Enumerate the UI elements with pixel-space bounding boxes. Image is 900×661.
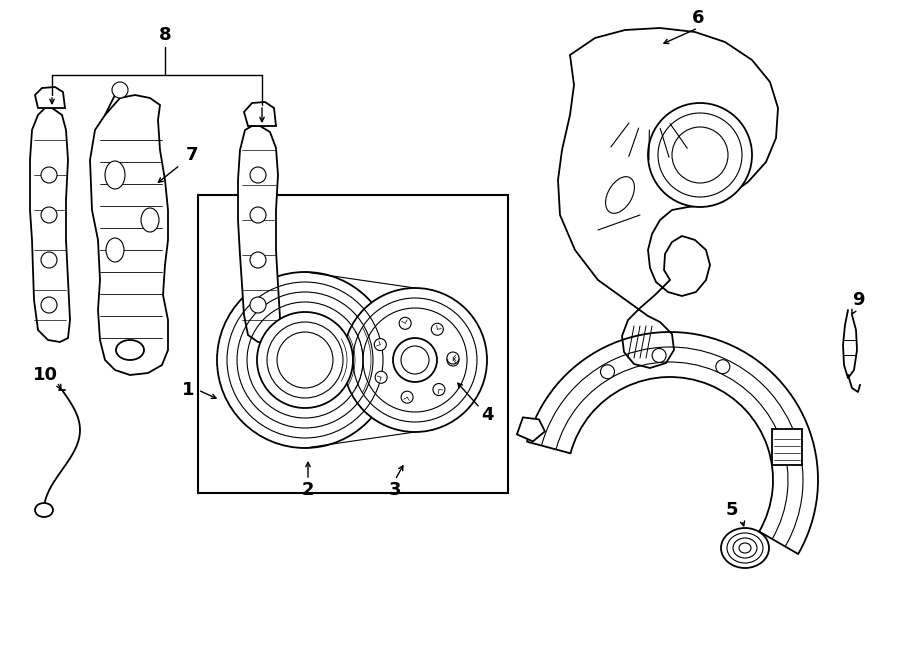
Text: 3: 3 bbox=[389, 481, 401, 499]
Text: 1: 1 bbox=[182, 381, 194, 399]
Ellipse shape bbox=[343, 288, 487, 432]
Polygon shape bbox=[30, 108, 70, 342]
Bar bbox=[198, 195, 508, 493]
Text: 10: 10 bbox=[32, 366, 58, 384]
Polygon shape bbox=[558, 28, 778, 368]
Text: 4: 4 bbox=[481, 406, 493, 424]
Ellipse shape bbox=[112, 82, 128, 98]
Ellipse shape bbox=[433, 383, 445, 395]
Ellipse shape bbox=[447, 354, 459, 366]
Ellipse shape bbox=[431, 323, 444, 335]
Polygon shape bbox=[772, 429, 803, 465]
Ellipse shape bbox=[105, 161, 125, 189]
Ellipse shape bbox=[658, 113, 742, 197]
Text: 6: 6 bbox=[692, 9, 704, 27]
Text: 8: 8 bbox=[158, 26, 171, 44]
Ellipse shape bbox=[648, 103, 752, 207]
Polygon shape bbox=[238, 126, 280, 343]
Ellipse shape bbox=[41, 167, 57, 183]
Ellipse shape bbox=[250, 252, 266, 268]
Ellipse shape bbox=[217, 272, 393, 448]
Ellipse shape bbox=[116, 340, 144, 360]
Ellipse shape bbox=[141, 208, 159, 232]
Ellipse shape bbox=[447, 352, 459, 364]
Ellipse shape bbox=[106, 238, 124, 262]
Ellipse shape bbox=[250, 207, 266, 223]
Ellipse shape bbox=[739, 543, 751, 553]
Polygon shape bbox=[35, 87, 65, 108]
Ellipse shape bbox=[721, 528, 769, 568]
Ellipse shape bbox=[733, 538, 757, 558]
Text: 9: 9 bbox=[851, 291, 864, 309]
Ellipse shape bbox=[41, 207, 57, 223]
Polygon shape bbox=[244, 102, 276, 126]
Polygon shape bbox=[517, 417, 544, 442]
Text: 2: 2 bbox=[302, 481, 314, 499]
Ellipse shape bbox=[277, 332, 333, 388]
Text: 5: 5 bbox=[725, 501, 738, 519]
Ellipse shape bbox=[374, 338, 386, 350]
Ellipse shape bbox=[652, 348, 666, 362]
Ellipse shape bbox=[250, 297, 266, 313]
Ellipse shape bbox=[41, 297, 57, 313]
Ellipse shape bbox=[375, 371, 387, 383]
Ellipse shape bbox=[606, 176, 634, 214]
Ellipse shape bbox=[672, 127, 728, 183]
Ellipse shape bbox=[41, 252, 57, 268]
Ellipse shape bbox=[401, 391, 413, 403]
Ellipse shape bbox=[35, 503, 53, 517]
Ellipse shape bbox=[257, 312, 353, 408]
Ellipse shape bbox=[393, 338, 437, 382]
Ellipse shape bbox=[250, 167, 266, 183]
Text: 7: 7 bbox=[185, 146, 198, 164]
Ellipse shape bbox=[400, 317, 411, 329]
Ellipse shape bbox=[401, 346, 429, 374]
Ellipse shape bbox=[716, 360, 730, 373]
Ellipse shape bbox=[727, 533, 763, 563]
Polygon shape bbox=[90, 95, 168, 375]
Ellipse shape bbox=[600, 365, 615, 379]
